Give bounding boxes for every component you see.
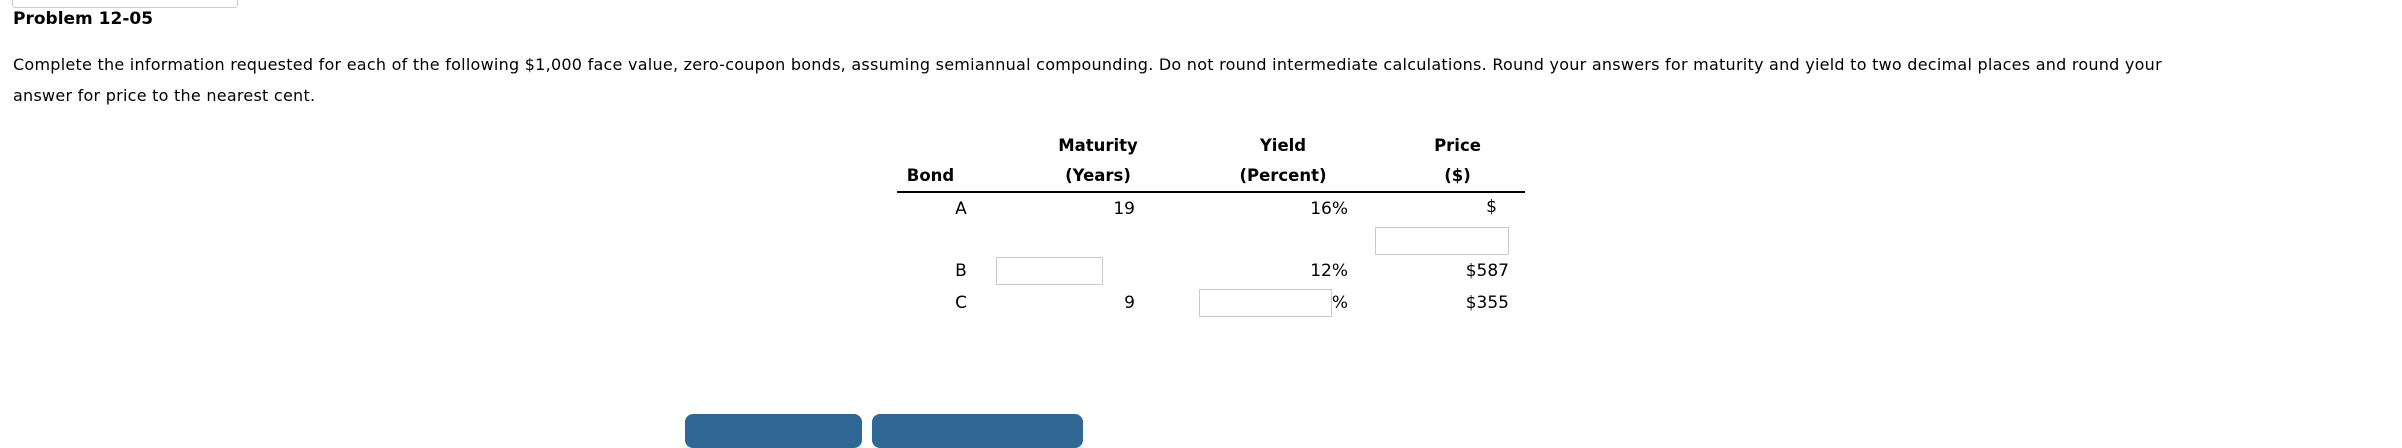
header-maturity: Maturity (Years) — [1058, 136, 1138, 185]
price-input-a[interactable] — [1375, 227, 1509, 255]
maturity-value-c: 9 — [1124, 293, 1135, 313]
yield-value-b: 12% — [1310, 261, 1348, 281]
maturity-cell-b — [990, 255, 1140, 287]
maturity-value-a: 19 — [1113, 199, 1135, 219]
header-yield: Yield (Percent) — [1239, 136, 1327, 185]
yield-cell-c: % — [1140, 287, 1350, 319]
table-header-row: Bond Maturity (Years) Yield (Percent) Pr… — [897, 131, 1525, 193]
yield-value-a: 16% — [1310, 199, 1348, 219]
maturity-input-b[interactable] — [996, 257, 1103, 285]
bond-label-b: B — [955, 261, 967, 281]
price-value-c: $355 — [1465, 293, 1509, 313]
bond-label-a: A — [955, 199, 967, 219]
yield-percent-suffix-c: % — [1331, 293, 1348, 313]
header-bond: Bond — [906, 166, 955, 185]
bond-table: Bond Maturity (Years) Yield (Percent) Pr… — [897, 131, 1525, 319]
table-row-a: A 19 16% $ — [897, 193, 1525, 255]
top-tab-remnant — [12, 0, 238, 8]
table-row-c: C 9 % $355 — [897, 287, 1525, 319]
bond-label-c: C — [955, 293, 967, 313]
instructions-line-2: answer for price to the nearest cent. — [13, 86, 316, 105]
instructions-line-1: Complete the information requested for e… — [13, 55, 2162, 74]
table-row-b: B 12% $587 — [897, 255, 1525, 287]
price-value-b: $587 — [1465, 261, 1509, 281]
price-dollar-prefix-a: $ — [1486, 197, 1497, 217]
price-cell-a: $ — [1350, 193, 1525, 255]
yield-input-c[interactable] — [1198, 289, 1332, 317]
page-title: Problem 12-05 — [13, 9, 154, 29]
bottom-button-left[interactable] — [685, 414, 862, 448]
bottom-button-right[interactable] — [872, 414, 1083, 448]
header-price: Price ($) — [1434, 136, 1481, 185]
